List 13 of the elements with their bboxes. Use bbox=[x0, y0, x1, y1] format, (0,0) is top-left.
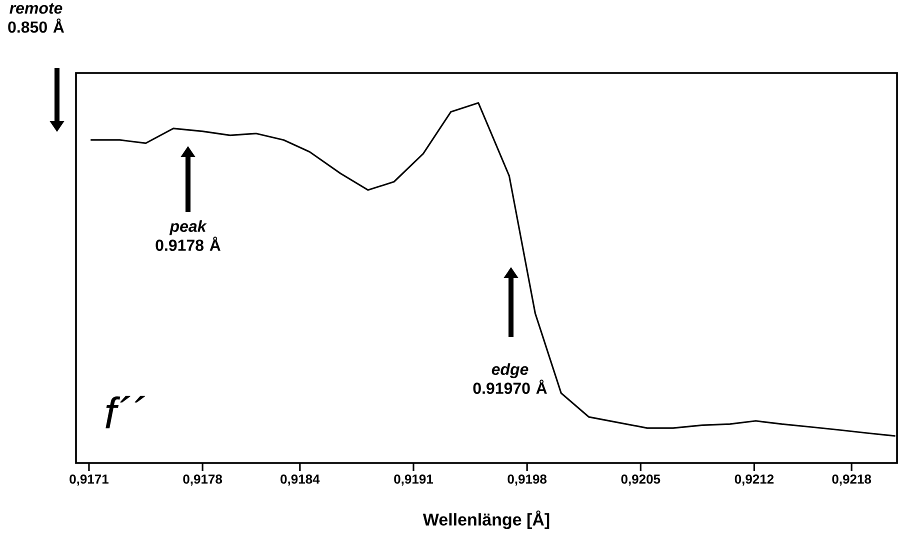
x-axis-title: Wellenlänge [Å] bbox=[422, 510, 550, 530]
x-tick-label: 0,9212 bbox=[734, 474, 774, 486]
x-tick-label: 0,9184 bbox=[280, 474, 320, 486]
x-tick-label: 0,9205 bbox=[621, 474, 660, 486]
annotation: edge 0.91970 Å bbox=[473, 363, 547, 394]
x-tick-label: 0,9218 bbox=[832, 474, 872, 486]
x-tick-label: 0,9198 bbox=[508, 474, 547, 486]
x-tick-label: 0,9178 bbox=[183, 474, 222, 486]
annotation: peak 0.9178 Å bbox=[156, 220, 220, 251]
text: remote 0.850 Å bbox=[8, 3, 64, 33]
x-tick-label: 0,9191 bbox=[394, 474, 434, 486]
annotation: f´´ bbox=[106, 396, 145, 428]
x-tick-label: 0,9171 bbox=[70, 474, 108, 486]
